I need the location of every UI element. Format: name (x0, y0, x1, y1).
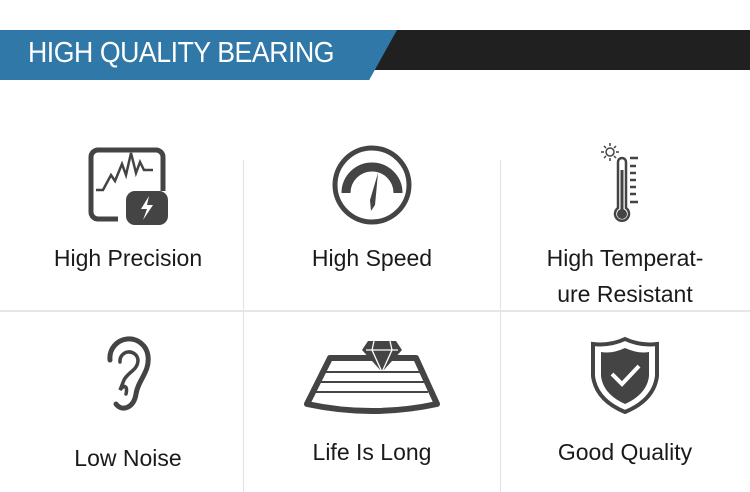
feature-high-precision: High Precision (3, 140, 253, 310)
feature-low-noise: Low Noise (3, 312, 253, 492)
header-title: HIGH QUALITY BEARING (28, 37, 335, 69)
waveform-lightning-icon (88, 147, 168, 225)
speedometer-icon (332, 145, 412, 225)
grid-divider (243, 160, 244, 492)
grid-divider (0, 310, 750, 312)
feature-label: High Precision (53, 245, 203, 271)
thermometer-icon (601, 143, 638, 222)
ear-icon (107, 336, 151, 411)
feature-label-line1: High Temperat- (546, 245, 704, 271)
header-band (360, 30, 750, 70)
grid-divider (500, 160, 501, 492)
feature-label: Life Is Long (312, 439, 432, 465)
feature-good-quality: Good Quality (500, 312, 750, 492)
feature-label: Low Noise (74, 445, 182, 471)
diamond-road-icon (304, 340, 440, 414)
feature-label: High Speed (311, 245, 433, 271)
feature-life-is-long: Life Is Long (247, 312, 497, 492)
shield-check-icon (591, 336, 659, 414)
header-title-banner (0, 30, 397, 80)
feature-label: Good Quality (557, 439, 693, 465)
feature-high-speed: High Speed (247, 140, 497, 310)
feature-label-line2: ure Resistant (557, 281, 693, 307)
feature-high-temperature: High Temperat- ure Resistant (500, 140, 750, 310)
